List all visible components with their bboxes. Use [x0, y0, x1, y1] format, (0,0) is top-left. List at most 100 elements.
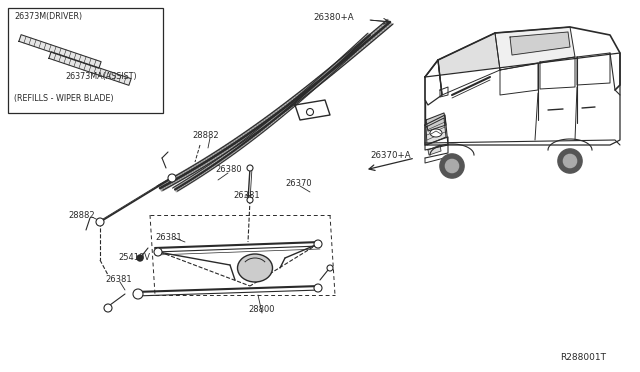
Polygon shape — [191, 175, 196, 181]
Polygon shape — [264, 123, 269, 129]
Polygon shape — [295, 97, 301, 103]
Polygon shape — [244, 138, 250, 144]
Polygon shape — [366, 33, 372, 39]
Circle shape — [154, 248, 162, 256]
Polygon shape — [381, 23, 388, 31]
Polygon shape — [232, 139, 239, 146]
Text: 26381: 26381 — [105, 276, 132, 285]
Polygon shape — [265, 116, 271, 124]
Polygon shape — [346, 51, 352, 57]
Polygon shape — [425, 115, 448, 150]
Polygon shape — [221, 155, 226, 161]
Polygon shape — [252, 132, 257, 138]
Polygon shape — [309, 83, 316, 90]
Polygon shape — [428, 145, 441, 155]
Polygon shape — [329, 67, 335, 73]
Polygon shape — [438, 33, 500, 95]
Polygon shape — [297, 92, 304, 99]
Polygon shape — [350, 48, 356, 53]
Polygon shape — [362, 36, 368, 42]
Polygon shape — [291, 97, 297, 105]
Circle shape — [558, 149, 582, 173]
Polygon shape — [330, 66, 337, 73]
Polygon shape — [425, 53, 620, 145]
Bar — [8, 8, 163, 113]
Polygon shape — [284, 107, 289, 113]
Polygon shape — [212, 153, 218, 160]
Polygon shape — [234, 145, 240, 151]
Polygon shape — [179, 182, 184, 188]
Text: 26370+A: 26370+A — [370, 151, 411, 160]
Polygon shape — [251, 126, 257, 134]
Polygon shape — [186, 168, 192, 176]
Polygon shape — [195, 173, 200, 179]
Polygon shape — [356, 42, 362, 48]
Polygon shape — [177, 184, 182, 190]
Polygon shape — [318, 75, 325, 83]
Polygon shape — [285, 105, 291, 111]
Polygon shape — [244, 131, 250, 138]
Polygon shape — [205, 157, 211, 164]
Polygon shape — [276, 113, 281, 119]
Polygon shape — [371, 31, 378, 38]
Polygon shape — [307, 86, 313, 92]
Polygon shape — [540, 57, 575, 89]
Polygon shape — [272, 116, 277, 122]
Polygon shape — [175, 175, 180, 182]
Polygon shape — [168, 179, 173, 186]
Polygon shape — [262, 124, 268, 130]
Polygon shape — [367, 35, 374, 42]
Polygon shape — [228, 150, 234, 155]
Polygon shape — [334, 62, 341, 69]
Polygon shape — [161, 183, 166, 190]
Circle shape — [247, 197, 253, 203]
Polygon shape — [351, 49, 357, 56]
Polygon shape — [218, 148, 225, 155]
Polygon shape — [266, 121, 271, 127]
Polygon shape — [158, 184, 164, 191]
Text: (REFILLS - WIPER BLADE): (REFILLS - WIPER BLADE) — [14, 93, 114, 103]
Text: R288001T: R288001T — [560, 353, 606, 362]
Polygon shape — [188, 167, 195, 174]
Polygon shape — [258, 128, 264, 134]
Polygon shape — [324, 71, 330, 77]
Polygon shape — [198, 161, 204, 169]
Polygon shape — [314, 79, 320, 86]
Polygon shape — [332, 64, 339, 71]
Polygon shape — [305, 88, 311, 94]
Polygon shape — [193, 174, 198, 180]
Polygon shape — [510, 32, 570, 55]
Polygon shape — [278, 106, 285, 113]
Circle shape — [314, 240, 322, 248]
Polygon shape — [191, 166, 196, 173]
Polygon shape — [440, 87, 448, 97]
Polygon shape — [364, 35, 370, 41]
Polygon shape — [311, 81, 318, 88]
Polygon shape — [328, 68, 334, 75]
Polygon shape — [243, 140, 248, 145]
Polygon shape — [341, 56, 348, 64]
Circle shape — [314, 284, 322, 292]
Polygon shape — [301, 92, 307, 97]
Polygon shape — [288, 99, 294, 106]
Polygon shape — [209, 154, 215, 161]
Polygon shape — [254, 131, 259, 137]
Polygon shape — [216, 150, 222, 157]
Polygon shape — [385, 19, 392, 27]
Polygon shape — [269, 118, 275, 124]
Polygon shape — [213, 161, 218, 167]
Polygon shape — [246, 137, 252, 142]
Polygon shape — [295, 94, 301, 101]
Text: 26373MA(ASSIST): 26373MA(ASSIST) — [65, 73, 136, 81]
Polygon shape — [225, 153, 230, 158]
Polygon shape — [179, 172, 185, 180]
Polygon shape — [256, 129, 261, 135]
Circle shape — [563, 154, 577, 168]
Polygon shape — [199, 170, 204, 176]
Circle shape — [445, 159, 459, 173]
Text: 28882: 28882 — [68, 211, 95, 219]
Polygon shape — [291, 100, 297, 106]
Polygon shape — [248, 128, 255, 135]
Polygon shape — [303, 90, 309, 96]
Text: 26380: 26380 — [215, 166, 242, 174]
